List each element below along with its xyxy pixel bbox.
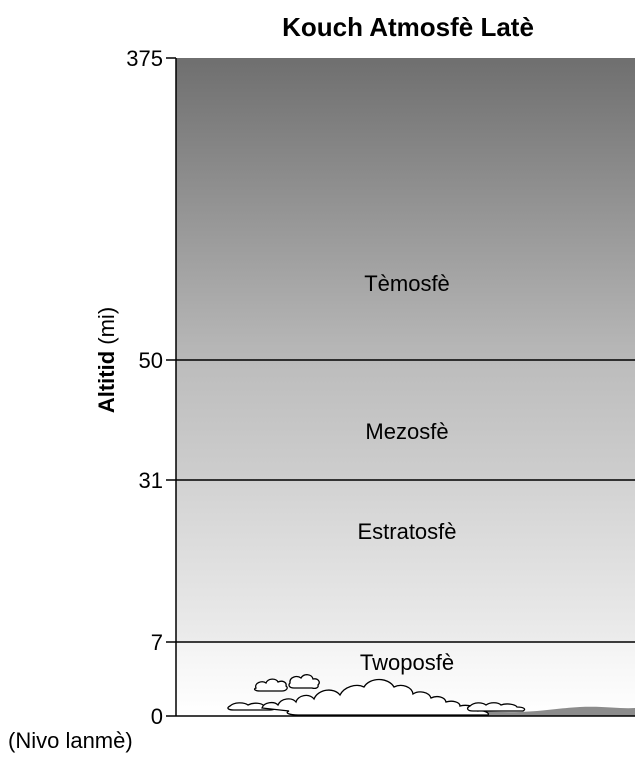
cloud-small-1 <box>253 678 288 692</box>
tick-label-31: 31 <box>139 468 163 493</box>
cloud-small-2 <box>288 674 320 690</box>
thermosphere-band <box>176 58 635 360</box>
layer-label-thermosphere: Tèmosfè <box>364 271 450 296</box>
tick-label-7: 7 <box>151 630 163 655</box>
stratosphere-band <box>176 480 635 642</box>
layer-label-mesosphere: Mezosfè <box>365 419 448 444</box>
y-axis-label-unit: (mi) <box>94 307 119 351</box>
layer-label-troposphere: Twoposfè <box>360 650 454 675</box>
tick-label-375: 375 <box>126 46 163 71</box>
mesosphere-band <box>176 360 635 480</box>
tick-label-0: 0 <box>151 704 163 729</box>
y-axis-label: Altitid (mi) <box>94 307 119 413</box>
y-axis-label-main: Altitid <box>94 351 119 413</box>
layer-label-stratosphere: Estratosfè <box>357 519 456 544</box>
tick-label-50: 50 <box>139 348 163 373</box>
clouds <box>227 674 526 716</box>
cloud-right <box>466 702 526 712</box>
diagram-title: Kouch Atmosfè Latè <box>282 12 534 42</box>
sea-level-note: (Nivo lanmè) <box>8 728 133 753</box>
